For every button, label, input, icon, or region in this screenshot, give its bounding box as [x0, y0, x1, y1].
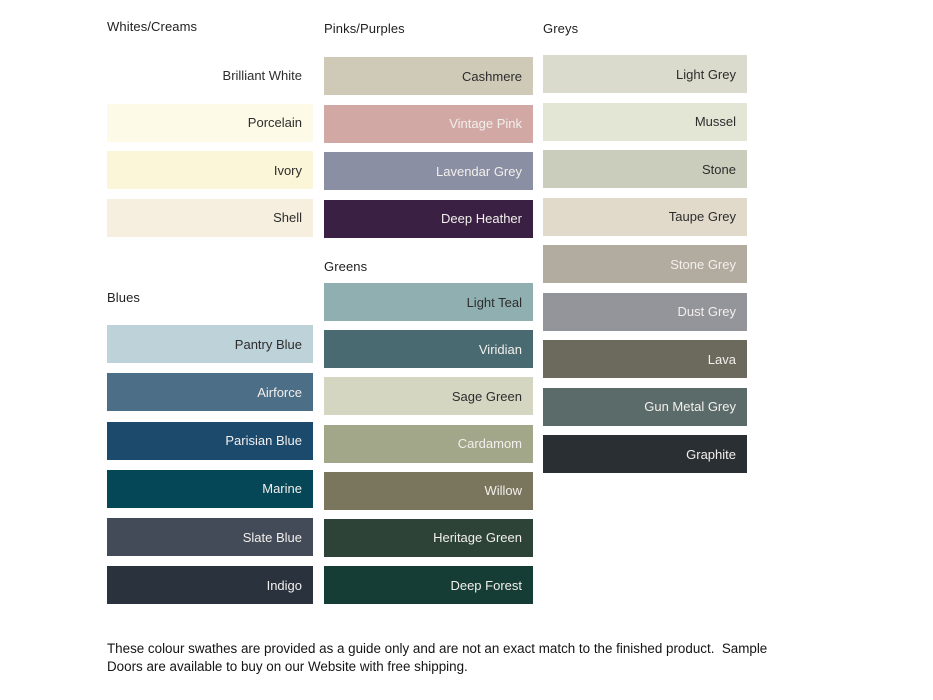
color-swatch-marine: Marine [107, 469, 313, 508]
color-swatch-vintage-pink: Vintage Pink [324, 104, 533, 143]
swatch-label: Stone Grey [670, 256, 736, 272]
swatch-label: Mussel [694, 114, 736, 129]
swatch-label: Shell [273, 210, 302, 226]
color-swatch-deep-forest: Deep Forest [324, 566, 533, 605]
swatch-label: Porcelain [247, 115, 302, 131]
swatch-stack: Pantry Blue Airforce Parisian Blue Marine Sl… [107, 325, 313, 605]
swatch-stack: Brilliant White Porcelain Ivory Shell [107, 56, 313, 237]
swatch-group-whites-creams: Whites/Creams Brilliant White Porcelain Ivo… [107, 19, 313, 237]
color-swatch-brilliant-white: Brilliant White [107, 56, 313, 94]
color-swatch-lava: Lava [543, 340, 747, 378]
color-swatch-cardamom: Cardamom [324, 424, 533, 463]
swatch-label: Graphite [686, 446, 736, 462]
swatch-label: Pantry Blue [234, 336, 302, 352]
color-swatch-willow: Willow [324, 471, 533, 510]
color-swatch-cashmere: Cashmere [324, 57, 533, 95]
swatch-label: Deep Forest [450, 577, 522, 593]
color-swatch-dust-grey: Dust Grey [543, 292, 747, 331]
swatch-group-pinks-purples: Pinks/Purples Cashmere Vintage Pink Lavenda… [324, 21, 533, 238]
color-swatch-deep-heather: Deep Heather [324, 199, 533, 238]
color-swatch-ivory: Ivory [107, 151, 313, 190]
swatch-label: Viridian [478, 341, 522, 357]
color-swatch-pantry-blue: Pantry Blue [107, 325, 313, 363]
swatch-label: Stone [702, 161, 736, 177]
swatch-label: Vintage Pink [449, 116, 522, 131]
category-header: Greys [543, 21, 579, 36]
color-swatch-porcelain: Porcelain [107, 103, 313, 142]
color-swatch-indigo: Indigo [107, 566, 313, 605]
swatch-label: Light Grey [676, 66, 736, 82]
color-swatch-slate-blue: Slate Blue [107, 518, 313, 557]
disclaimer-text: These colour swathes are provided as a g… [107, 641, 771, 674]
color-swatch-taupe-grey: Taupe Grey [543, 197, 747, 236]
color-swatch-light-grey: Light Grey [543, 55, 747, 93]
color-swatch-airforce: Airforce [107, 373, 313, 412]
swatch-label: Deep Heather [441, 211, 522, 226]
category-header: Greens [324, 259, 368, 274]
swatch-group-greens: Greens Light Teal Viridian Sage Green Cardam… [324, 259, 533, 605]
color-swatch-mussel: Mussel [543, 102, 747, 141]
swatch-group-greys: Greys Light Grey Mussel Stone Taupe Grey Ston… [543, 21, 747, 473]
swatch-label: Light Teal [466, 294, 522, 310]
swatch-label: Willow [484, 483, 522, 499]
swatch-stack: Cashmere Vintage Pink Lavendar Grey Deep He… [324, 57, 533, 238]
swatch-label: Marine [262, 481, 302, 497]
color-swatch-light-teal: Light Teal [324, 283, 533, 321]
color-swatch-parisian-blue: Parisian Blue [107, 421, 313, 460]
swatch-label: Ivory [273, 162, 302, 178]
color-swatch-lavendar-grey: Lavendar Grey [324, 152, 533, 190]
swatch-label: Lavendar Grey [436, 163, 522, 179]
swatch-group-blues: Blues Pantry Blue Airforce Parisian Blue Mar… [107, 290, 313, 605]
color-swatch-shell: Shell [107, 198, 313, 237]
category-header: Whites/Creams [107, 19, 198, 34]
category-header: Pinks/Purples [324, 21, 405, 36]
color-swatch-sage-green: Sage Green [324, 377, 533, 416]
swatch-stack: Light Grey Mussel Stone Taupe Grey Stone Gre… [543, 55, 747, 473]
swatch-label: Slate Blue [242, 529, 302, 545]
swatch-label: Heritage Green [433, 530, 522, 546]
color-swatch-viridian: Viridian [324, 330, 533, 369]
swatch-label: Taupe Grey [668, 209, 736, 224]
swatch-label: Dust Grey [677, 304, 736, 319]
swatch-label: Gun Metal Grey [644, 399, 736, 414]
color-swatch-stone: Stone [543, 150, 747, 188]
swatch-stack: Light Teal Viridian Sage Green Cardamom Will… [324, 283, 533, 605]
swatch-label: Parisian Blue [225, 433, 302, 449]
color-swatch-stone-grey: Stone Grey [543, 245, 747, 283]
swatch-label: Airforce [257, 384, 302, 400]
swatch-label: Sage Green [451, 388, 522, 404]
swatch-label: Cardamom [457, 436, 522, 452]
swatch-label: Cashmere [462, 68, 522, 84]
color-swatch-graphite: Graphite [543, 435, 747, 473]
color-swatch-gun-metal-grey: Gun Metal Grey [543, 387, 747, 426]
swatch-label: Indigo [266, 577, 302, 593]
category-header: Blues [107, 290, 141, 305]
swatch-label: Brilliant White [222, 67, 302, 83]
color-swatch-heritage-green: Heritage Green [324, 518, 533, 557]
swatch-label: Lava [707, 351, 736, 367]
